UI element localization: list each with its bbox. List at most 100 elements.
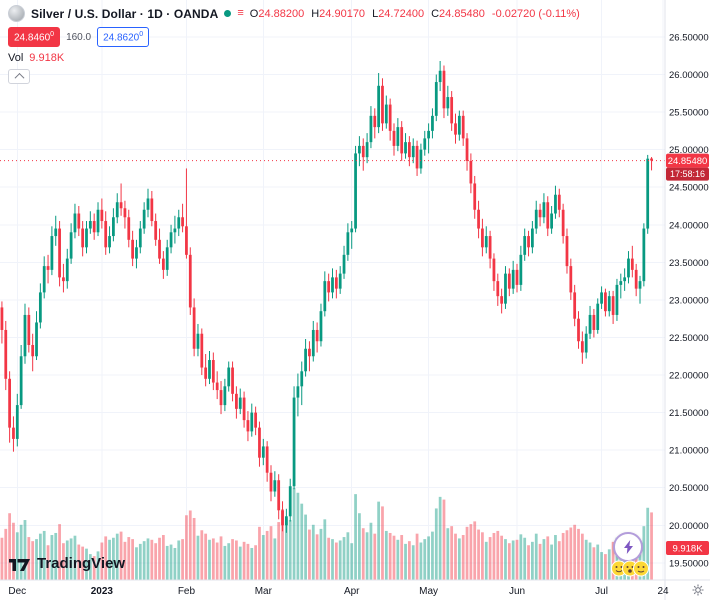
price-tick-label: 20.50000 [669, 483, 709, 494]
candle-body [327, 281, 331, 293]
volume-bar [273, 538, 277, 580]
volume-bar [504, 539, 507, 580]
candle-body [165, 247, 169, 270]
volume-bar [569, 527, 573, 580]
volume-bar [104, 536, 108, 580]
emoji-reactions[interactable] [611, 560, 649, 582]
volume-bar [527, 545, 530, 580]
sell-price-button[interactable]: 24.84600 [8, 27, 61, 48]
candle-body [407, 142, 411, 158]
volume-bar [338, 540, 342, 580]
candle-body [223, 386, 227, 406]
time-axis-settings-gear-icon[interactable] [692, 584, 704, 596]
volume-bar [208, 539, 211, 580]
volume-bar [238, 546, 242, 580]
volume-bar [407, 541, 411, 580]
price-tick-label: 25.50000 [669, 108, 709, 119]
volume-bar [219, 536, 223, 580]
tradingview-logo[interactable]: TradingView [9, 555, 125, 572]
time-tick-label: Jul [595, 586, 608, 597]
volume-bar [169, 544, 173, 580]
close-value: 24.85480 [439, 7, 485, 20]
candle-body [607, 296, 611, 312]
volume-bar [131, 539, 134, 580]
last-price-badge [666, 153, 709, 168]
candle-body [346, 232, 350, 255]
candle-body [135, 247, 138, 259]
candle-body [85, 228, 88, 248]
candle-body [634, 269, 638, 289]
time-tick-label: Jun [509, 586, 525, 597]
volume-bar [438, 496, 442, 580]
candle-body [281, 510, 284, 526]
price-tick-label: 25.00000 [669, 145, 709, 156]
volume-bar [477, 529, 480, 580]
candle-body [584, 333, 588, 353]
volume-bar [419, 542, 423, 580]
candle-body [173, 228, 177, 233]
volume-bar [215, 542, 219, 580]
volume-bar [188, 510, 192, 580]
volume-bar [123, 541, 127, 580]
low-label: L [372, 7, 379, 20]
ohlc-values: O24.88200 H24.90170 L24.72400 C24.85480 … [250, 8, 580, 20]
candle-body [23, 314, 27, 357]
volume-label[interactable]: Vol [8, 52, 24, 65]
volume-bar [261, 535, 265, 580]
candle-body [150, 198, 154, 222]
volume-bar [642, 526, 646, 580]
buy-price-button[interactable]: 24.86200 [97, 27, 150, 48]
volume-bar [584, 539, 588, 580]
volume-bar [292, 488, 296, 580]
quick-menu-icon[interactable]: ≡ [237, 7, 244, 19]
volume-bar [600, 552, 603, 580]
candle-body [323, 281, 327, 312]
candle-body [108, 236, 111, 248]
open-label: O [249, 7, 259, 20]
candle-body [542, 202, 546, 218]
volume-bar [304, 514, 307, 580]
candle-body [611, 296, 615, 315]
symbol-title[interactable]: Silver / U.S. Dollar · 1D · OANDA [31, 6, 219, 21]
candle-body [473, 183, 477, 210]
volume-bar [454, 533, 457, 580]
candle-body [496, 281, 500, 297]
volume-bar [246, 543, 250, 580]
boost-button[interactable] [613, 532, 643, 562]
price-tick-label: 23.00000 [669, 295, 709, 306]
collapse-legend-button[interactable] [8, 69, 30, 85]
volume-bar [65, 540, 69, 580]
volume-bar [346, 532, 350, 580]
candle-body [577, 318, 580, 342]
time-tick-label: Apr [344, 586, 360, 597]
candle-body [119, 202, 123, 209]
candle-body [8, 378, 11, 428]
market-status-icon[interactable] [224, 10, 232, 17]
candle-body [92, 221, 96, 233]
candle-body [388, 104, 392, 131]
volume-bar [434, 508, 438, 580]
instrument-logo[interactable] [8, 5, 25, 22]
volume-bar [327, 537, 331, 580]
volume-bar [554, 535, 557, 580]
volume-bar [331, 539, 334, 580]
volume-bar [500, 535, 504, 580]
volume-bar [250, 547, 254, 580]
volume-bar [377, 501, 381, 580]
time-tick-label: Mar [255, 586, 273, 597]
volume-bar [181, 539, 184, 580]
volume-bar [69, 538, 73, 580]
candle-body [596, 303, 600, 330]
volume-bar [534, 533, 538, 580]
volume-bar [77, 544, 81, 580]
candle-body [650, 158, 653, 161]
candle-body [185, 226, 188, 255]
volume-bar [550, 544, 553, 580]
volume-bar [227, 543, 231, 580]
candle-body [619, 281, 623, 285]
volume-bar [58, 524, 61, 580]
candle-body [19, 356, 23, 406]
volume-axis-badge [666, 541, 709, 555]
candle-body [519, 254, 523, 285]
